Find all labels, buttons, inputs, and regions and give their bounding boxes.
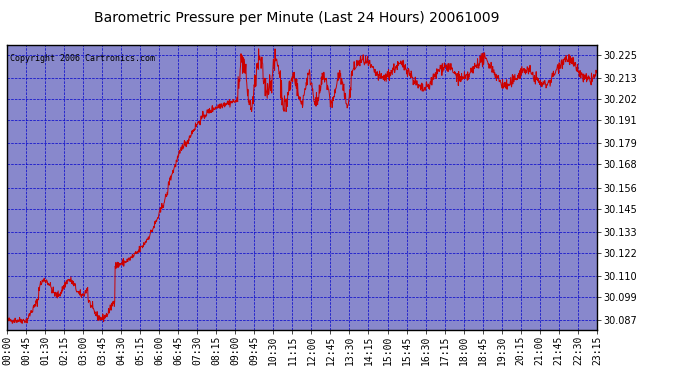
Text: Barometric Pressure per Minute (Last 24 Hours) 20061009: Barometric Pressure per Minute (Last 24 …	[94, 11, 500, 25]
Text: Copyright 2006 Cartronics.com: Copyright 2006 Cartronics.com	[10, 54, 155, 63]
